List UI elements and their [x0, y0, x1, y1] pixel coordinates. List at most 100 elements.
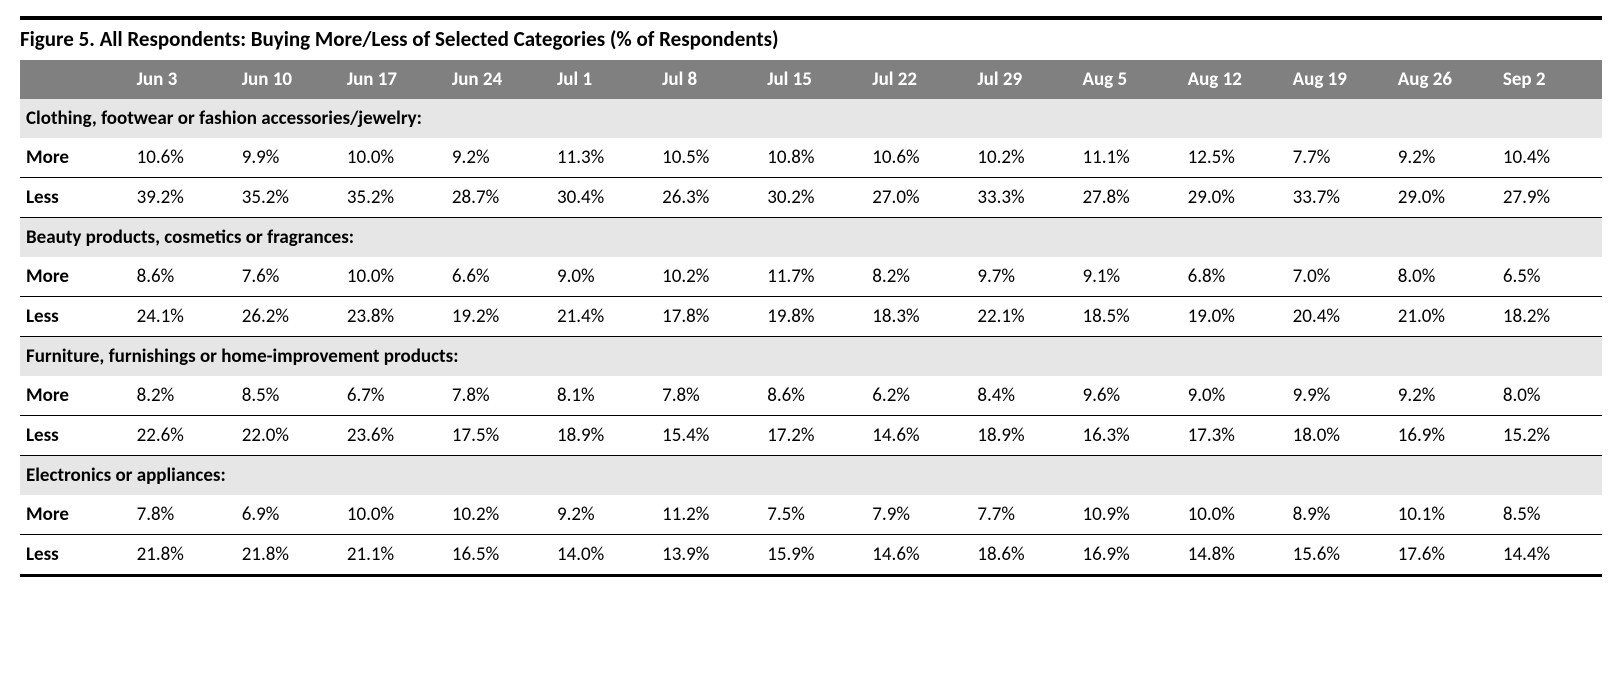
cell-value: 27.0%: [866, 178, 971, 218]
cell-value: 15.4%: [656, 416, 761, 456]
cell-value: 8.2%: [131, 376, 236, 416]
cell-value: 6.6%: [446, 257, 551, 297]
table-head: Jun 3Jun 10Jun 17Jun 24Jul 1Jul 8Jul 15J…: [20, 60, 1602, 99]
cell-value: 18.0%: [1287, 416, 1392, 456]
cell-value: 27.9%: [1497, 178, 1602, 218]
section-header: Furniture, furnishings or home-improveme…: [20, 337, 1602, 377]
cell-value: 11.3%: [551, 138, 656, 178]
cell-value: 8.9%: [1287, 495, 1392, 535]
cell-value: 10.2%: [656, 257, 761, 297]
cell-value: 15.2%: [1497, 416, 1602, 456]
cell-value: 7.7%: [1287, 138, 1392, 178]
cell-value: 9.1%: [1076, 257, 1181, 297]
cell-value: 23.8%: [341, 297, 446, 337]
cell-value: 17.3%: [1182, 416, 1287, 456]
cell-value: 9.0%: [551, 257, 656, 297]
cell-value: 10.1%: [1392, 495, 1497, 535]
cell-value: 19.2%: [446, 297, 551, 337]
cell-value: 21.8%: [131, 535, 236, 576]
cell-value: 21.0%: [1392, 297, 1497, 337]
cell-value: 11.7%: [761, 257, 866, 297]
cell-value: 7.8%: [131, 495, 236, 535]
cell-value: 39.2%: [131, 178, 236, 218]
cell-value: 28.7%: [446, 178, 551, 218]
section-label: Electronics or appliances:: [20, 456, 1602, 496]
cell-value: 6.9%: [236, 495, 341, 535]
cell-value: 10.8%: [761, 138, 866, 178]
col-date: Jul 29: [971, 60, 1076, 99]
col-date: Jun 3: [131, 60, 236, 99]
cell-value: 18.2%: [1497, 297, 1602, 337]
cell-value: 8.5%: [236, 376, 341, 416]
cell-value: 21.4%: [551, 297, 656, 337]
row-label: More: [20, 495, 131, 535]
cell-value: 7.7%: [971, 495, 1076, 535]
cell-value: 16.9%: [1392, 416, 1497, 456]
cell-value: 8.2%: [866, 257, 971, 297]
row-label: More: [20, 138, 131, 178]
cell-value: 7.8%: [656, 376, 761, 416]
row-label: Less: [20, 297, 131, 337]
cell-value: 35.2%: [236, 178, 341, 218]
cell-value: 11.1%: [1076, 138, 1181, 178]
cell-value: 16.9%: [1076, 535, 1181, 576]
cell-value: 27.8%: [1076, 178, 1181, 218]
cell-value: 30.2%: [761, 178, 866, 218]
row-label: More: [20, 257, 131, 297]
table-row: Less39.2%35.2%35.2%28.7%30.4%26.3%30.2%2…: [20, 178, 1602, 218]
cell-value: 17.8%: [656, 297, 761, 337]
cell-value: 9.2%: [1392, 376, 1497, 416]
cell-value: 10.0%: [1182, 495, 1287, 535]
cell-value: 9.2%: [1392, 138, 1497, 178]
table-row: More7.8%6.9%10.0%10.2%9.2%11.2%7.5%7.9%7…: [20, 495, 1602, 535]
table-row: Less21.8%21.8%21.1%16.5%14.0%13.9%15.9%1…: [20, 535, 1602, 576]
cell-value: 26.3%: [656, 178, 761, 218]
cell-value: 7.8%: [446, 376, 551, 416]
section-header: Electronics or appliances:: [20, 456, 1602, 496]
cell-value: 8.6%: [761, 376, 866, 416]
cell-value: 18.9%: [551, 416, 656, 456]
buying-table: Jun 3Jun 10Jun 17Jun 24Jul 1Jul 8Jul 15J…: [20, 60, 1602, 577]
col-date: Aug 26: [1392, 60, 1497, 99]
table-row: More8.2%8.5%6.7%7.8%8.1%7.8%8.6%6.2%8.4%…: [20, 376, 1602, 416]
table-row: Less22.6%22.0%23.6%17.5%18.9%15.4%17.2%1…: [20, 416, 1602, 456]
cell-value: 18.5%: [1076, 297, 1181, 337]
col-date: Aug 12: [1182, 60, 1287, 99]
cell-value: 29.0%: [1392, 178, 1497, 218]
cell-value: 10.2%: [971, 138, 1076, 178]
cell-value: 10.5%: [656, 138, 761, 178]
section-header: Clothing, footwear or fashion accessorie…: [20, 99, 1602, 138]
cell-value: 8.4%: [971, 376, 1076, 416]
table-row: Less24.1%26.2%23.8%19.2%21.4%17.8%19.8%1…: [20, 297, 1602, 337]
cell-value: 19.8%: [761, 297, 866, 337]
col-date: Jun 24: [446, 60, 551, 99]
cell-value: 6.8%: [1182, 257, 1287, 297]
cell-value: 6.2%: [866, 376, 971, 416]
cell-value: 29.0%: [1182, 178, 1287, 218]
cell-value: 30.4%: [551, 178, 656, 218]
cell-value: 33.3%: [971, 178, 1076, 218]
cell-value: 17.5%: [446, 416, 551, 456]
cell-value: 10.0%: [341, 138, 446, 178]
row-label: Less: [20, 178, 131, 218]
cell-value: 6.5%: [1497, 257, 1602, 297]
col-date: Jun 10: [236, 60, 341, 99]
cell-value: 10.6%: [866, 138, 971, 178]
col-date: Jul 22: [866, 60, 971, 99]
cell-value: 35.2%: [341, 178, 446, 218]
cell-value: 12.5%: [1182, 138, 1287, 178]
cell-value: 14.8%: [1182, 535, 1287, 576]
cell-value: 17.6%: [1392, 535, 1497, 576]
cell-value: 10.2%: [446, 495, 551, 535]
cell-value: 9.2%: [446, 138, 551, 178]
cell-value: 10.0%: [341, 257, 446, 297]
col-date: Jul 15: [761, 60, 866, 99]
col-date: Jul 1: [551, 60, 656, 99]
cell-value: 9.9%: [1287, 376, 1392, 416]
cell-value: 18.3%: [866, 297, 971, 337]
cell-value: 26.2%: [236, 297, 341, 337]
cell-value: 15.6%: [1287, 535, 1392, 576]
cell-value: 9.2%: [551, 495, 656, 535]
cell-value: 9.0%: [1182, 376, 1287, 416]
cell-value: 10.0%: [341, 495, 446, 535]
